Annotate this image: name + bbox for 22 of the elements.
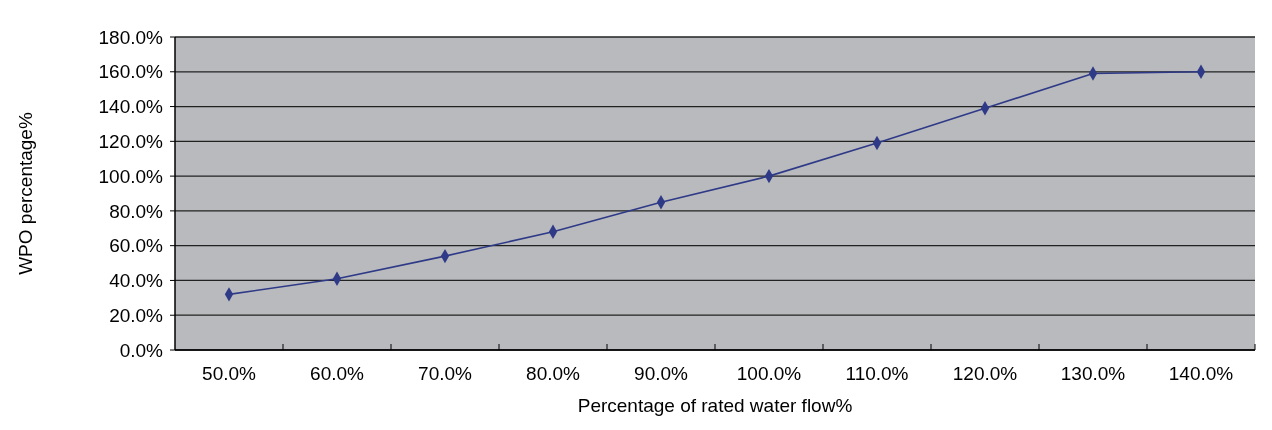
x-tick-label: 110.0% xyxy=(845,363,909,384)
x-axis-title: Percentage of rated water flow% xyxy=(577,395,853,416)
x-tick-label: 90.0% xyxy=(634,363,689,384)
y-tick-label: 180.0% xyxy=(98,26,164,48)
x-tick-label: 70.0% xyxy=(418,363,473,384)
y-tick-label: 140.0% xyxy=(98,96,164,118)
x-tick-label: 50.0% xyxy=(202,363,257,384)
x-tick-label: 140.0% xyxy=(1168,363,1234,384)
y-tick-label: 160.0% xyxy=(98,61,164,83)
y-tick-label: 40.0% xyxy=(109,270,164,292)
y-tick-label: 60.0% xyxy=(109,235,164,257)
x-tick-label: 80.0% xyxy=(526,363,581,384)
y-tick-label: 80.0% xyxy=(109,200,164,222)
y-axis-title: WPO percentage% xyxy=(15,112,36,275)
x-tick-label: 60.0% xyxy=(310,363,365,384)
y-tick-label: 20.0% xyxy=(109,304,164,326)
y-tick-label: 120.0% xyxy=(98,130,164,152)
y-tick-label: 100.0% xyxy=(98,165,164,187)
x-tick-label: 120.0% xyxy=(952,363,1018,384)
x-tick-label: 130.0% xyxy=(1060,363,1126,384)
x-tick-label: 100.0% xyxy=(736,363,802,384)
y-tick-label: 0.0% xyxy=(119,339,164,361)
